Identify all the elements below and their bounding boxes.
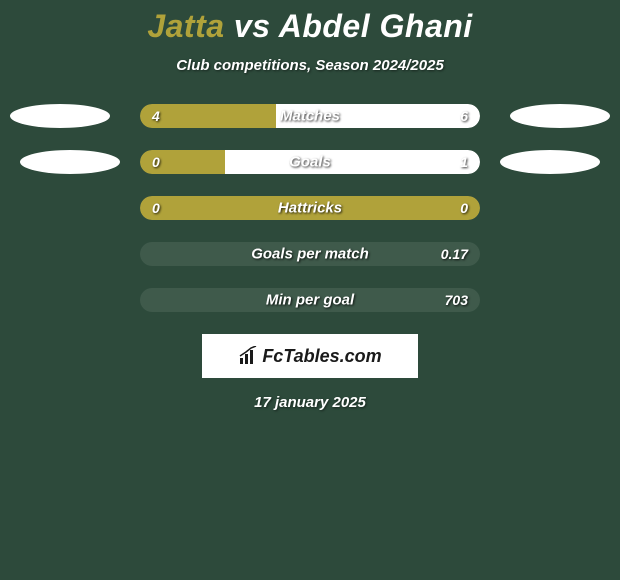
stat-value-right: 6 [460,108,468,124]
stat-label: Goals [289,154,331,171]
bar-left-fill [140,104,276,128]
stat-value-left: 0 [152,154,160,170]
bar-container: Hattricks 0 0 [140,196,480,220]
stat-row: Matches 4 6 [0,104,620,128]
stat-row: Hattricks 0 0 [0,196,620,220]
bar-container: Goals 0 1 [140,150,480,174]
stat-value-right: 703 [445,292,468,308]
stat-value-left: 0 [152,200,160,216]
stat-value-right: 0.17 [441,246,468,262]
stat-label: Matches [280,108,340,125]
stat-value-right: 0 [460,200,468,216]
stat-row: Goals per match 0.17 [0,242,620,266]
stat-value-left: 4 [152,108,160,124]
date-label: 17 january 2025 [0,394,620,411]
stat-label: Goals per match [251,246,369,263]
main-container: Jatta vs Abdel Ghani Club competitions, … [0,0,620,411]
logo-content: FcTables.com [238,346,381,367]
stat-label: Min per goal [266,292,354,309]
stats-area: Matches 4 6 Goals 0 1 Hattricks 0 0 Goals per mat… [0,104,620,312]
stat-label: Hattricks [278,200,342,217]
player1-name: Jatta [147,8,224,44]
bar-container: Goals per match 0.17 [140,242,480,266]
stat-value-right: 1 [460,154,468,170]
logo-box: FcTables.com [202,334,418,378]
stat-row: Goals 0 1 [0,150,620,174]
bar-container: Matches 4 6 [140,104,480,128]
bar-right-fill [225,150,480,174]
vs-label: vs [234,8,271,44]
chart-icon [238,346,258,366]
stat-row: Min per goal 703 [0,288,620,312]
player2-name: Abdel Ghani [279,8,473,44]
comparison-title: Jatta vs Abdel Ghani [0,8,620,45]
subtitle: Club competitions, Season 2024/2025 [0,57,620,74]
bar-container: Min per goal 703 [140,288,480,312]
logo-text: FcTables.com [262,346,381,367]
